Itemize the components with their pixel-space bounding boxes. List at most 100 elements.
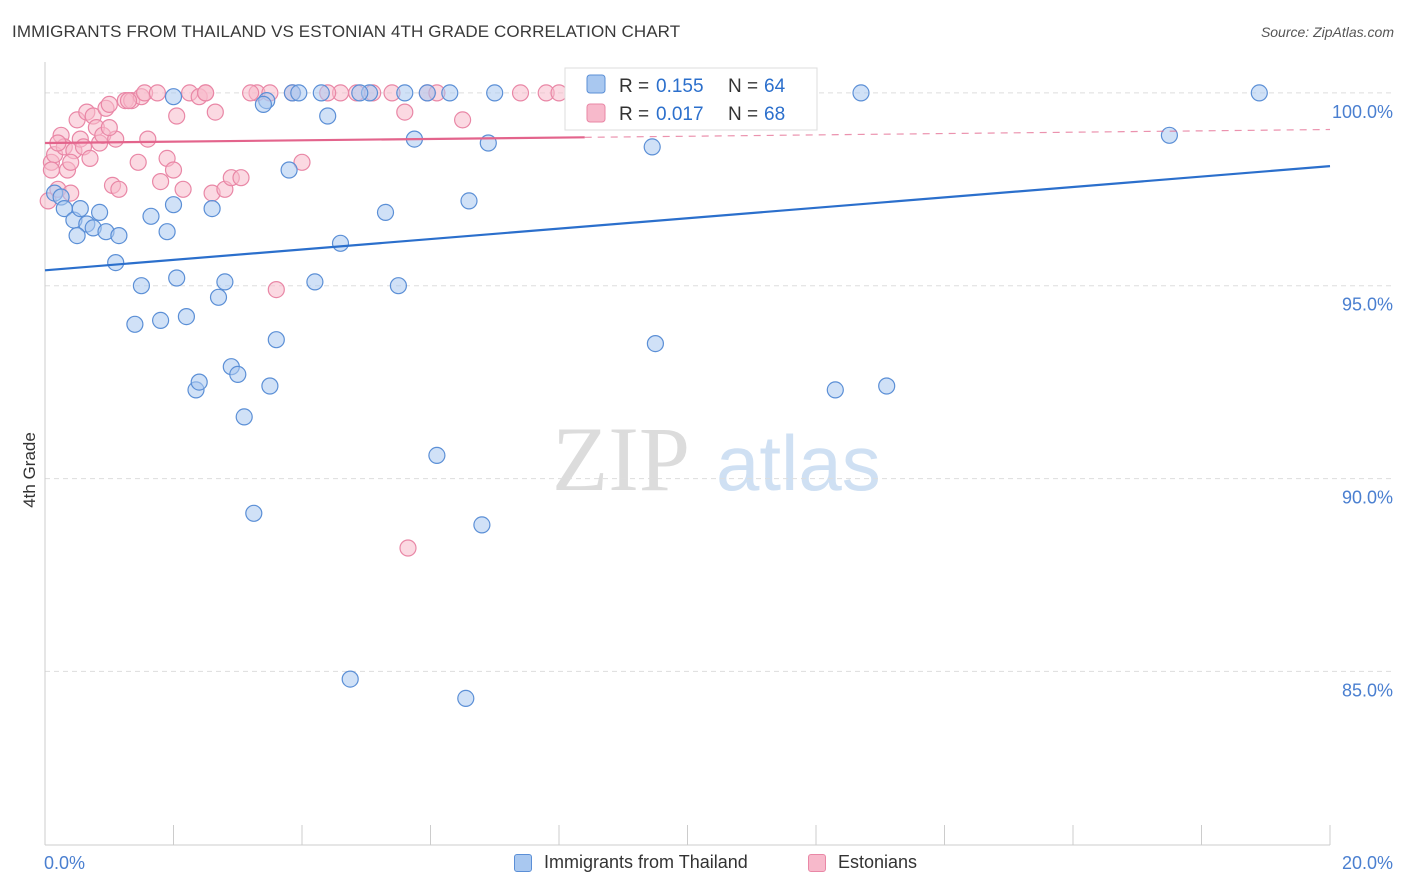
thailand-point [164,88,183,106]
thailand-point [68,227,86,245]
thailand-point [457,689,475,708]
estonians-point [119,91,138,110]
estonians-point [174,180,192,198]
thailand-point [142,207,160,225]
watermark-atlas: atlas [716,419,881,507]
y-tick-label: 95.0% [1342,295,1393,315]
y-tick-label: 85.0% [1342,680,1393,700]
thailand-point [267,331,285,349]
thailand-point [826,381,844,399]
estonians-point [197,84,215,102]
thailand-point [852,84,870,102]
thailand-point [312,84,330,102]
thailand-point [71,200,89,218]
legend-n-value-1: 64 [764,76,786,97]
estonians-point [242,84,260,102]
y-tick-label: 100.0% [1332,102,1393,122]
bottom-legend: Immigrants from Thailand Estonians [0,852,1406,878]
thailand-point [229,365,247,383]
estonians-point [267,281,285,299]
thailand-point [389,277,407,295]
source-label: Source: ZipAtlas.com [1260,24,1394,40]
thailand-point [107,254,125,272]
y-tick-label: 90.0% [1342,488,1393,508]
legend-item-thailand[interactable]: Immigrants from Thailand [514,852,748,873]
thailand-point [216,273,234,291]
legend-swatch-estonians [808,853,826,872]
legend-r-label-2: R = [619,104,649,125]
thailand-point [1160,126,1179,144]
thailand-point [460,192,478,210]
thailand-point [152,311,170,329]
estonians-point [81,149,99,167]
estonians-point [293,153,311,171]
legend-r-value-2: 0.017 [656,104,704,125]
legend-n-value-2: 68 [764,104,785,125]
thailand-point [168,269,186,287]
chart-title: IMMIGRANTS FROM THAILAND VS ESTONIAN 4TH… [12,22,681,41]
watermark: ZIP atlas [552,408,881,510]
thailand-point [376,203,395,221]
estonians-point [139,130,157,148]
thailand-point [1250,84,1268,102]
estonians-point [152,173,170,191]
estonians-point [206,103,224,121]
thailand-point [261,377,279,395]
thailand-point [110,227,128,245]
legend-n-label-2: N = [728,104,758,125]
axes: 100.0% 95.0% 90.0% 85.0% [44,62,1393,846]
estonians-point [100,118,118,137]
estonians-trend-line [44,136,585,145]
thailand-trend-line [44,165,1331,272]
estonians-point [100,95,118,114]
estonians-point [148,84,166,102]
thailand-point [473,516,491,534]
legend-label-thailand: Immigrants from Thailand [544,852,748,872]
x-tick-label-left: 0.0% [44,853,85,873]
legend-r-label-1: R = [619,76,649,97]
thailand-point [132,277,150,295]
thailand-point [235,408,253,426]
legend-n-label-1: N = [728,76,758,97]
thailand-point [646,335,665,353]
thailand-point [209,288,228,306]
thailand-point [164,196,183,214]
thailand-point [441,84,459,102]
legend-label-estonians: Estonians [838,852,918,872]
thailand-point [290,84,308,102]
estonians-point [62,153,80,171]
thailand-points [45,84,1268,708]
thailand-point [126,315,144,333]
stats-legend: R = 0.155 N = 64 R = 0.017 N = 68 [564,67,818,131]
thailand-point [158,223,176,241]
legend-item-estonians[interactable]: Estonians [808,852,917,873]
thailand-point [90,203,109,221]
thailand-point [428,446,446,464]
thailand-point [280,161,298,179]
thailand-point [341,670,359,688]
estonians-points [39,84,568,557]
thailand-point [319,107,337,125]
thailand-point [486,84,504,102]
estonians-point [232,169,250,187]
estonians-trend-line-dashed [584,128,1331,138]
watermark-zip: ZIP [552,408,690,510]
thailand-point [177,308,195,326]
thailand-point [306,273,324,291]
stats-legend-box [564,67,818,131]
estonians-point [168,107,186,125]
legend-r-value-1: 0.155 [656,76,704,97]
estonians-point [110,180,128,198]
legend-swatch-thailand [514,853,532,872]
thailand-point [396,84,414,102]
estonians-point [399,539,417,557]
thailand-point [203,200,221,218]
thailand-point [331,234,350,252]
thailand-point [351,84,369,102]
trend-lines [44,128,1331,272]
legend-swatch-blue [586,74,606,94]
estonians-point [42,161,61,179]
thailand-point [254,95,272,114]
x-tick-label-right: 20.0% [1342,853,1393,873]
